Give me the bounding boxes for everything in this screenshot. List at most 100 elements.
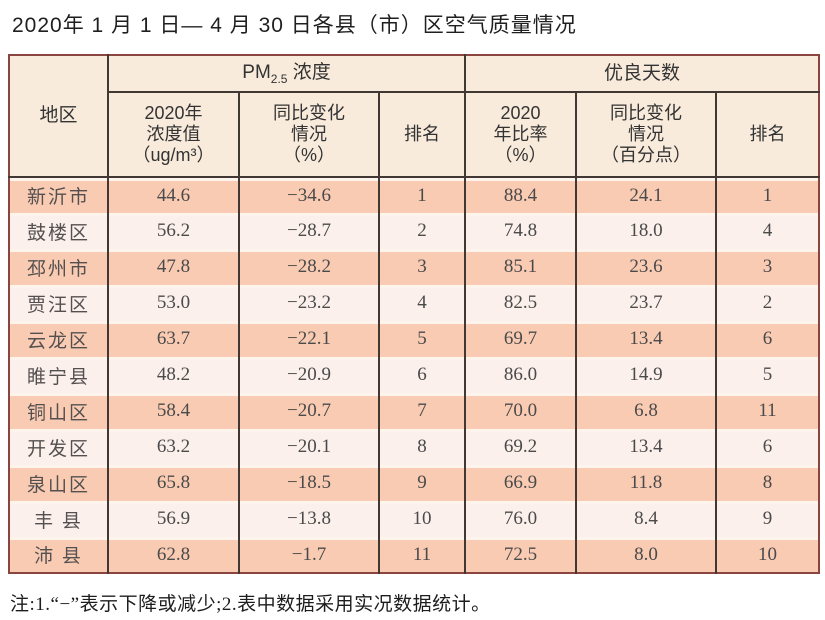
value-cell: 13.4 (576, 321, 717, 358)
value-cell: 7 (379, 393, 466, 430)
value-cell: 6 (379, 357, 466, 394)
pm25-suffix: 浓度 (287, 61, 331, 83)
value-cell: 2 (379, 213, 466, 250)
value-cell: 3 (379, 249, 466, 286)
value-cell: 63.7 (108, 321, 240, 358)
column-header-pm-rank: 排名 (379, 92, 466, 179)
region-cell: 沛 县 (9, 537, 109, 574)
region-cell: 睢宁县 (9, 357, 109, 394)
value-cell: 66.9 (465, 465, 577, 502)
column-group-good-days: 优良天数 (465, 55, 820, 94)
value-cell: 11 (379, 537, 466, 574)
region-cell: 泉山区 (9, 465, 109, 502)
value-cell: 8 (716, 465, 820, 502)
value-cell: 69.2 (465, 429, 577, 466)
value-cell: 82.5 (465, 285, 577, 322)
region-cell: 邳州市 (9, 249, 109, 286)
value-cell: 24.1 (576, 177, 717, 214)
column-group-pm25: PM2.5 浓度 (108, 55, 466, 94)
value-cell: 63.2 (108, 429, 240, 466)
table-row: 新沂市 44.6 −34.6 1 88.4 24.1 1 (9, 177, 820, 214)
value-cell: 18.0 (576, 213, 717, 250)
value-cell: 86.0 (465, 357, 577, 394)
column-header-good-change: 同比变化 情况 （百分点） (576, 92, 717, 179)
region-cell: 贾汪区 (9, 285, 109, 322)
value-cell: 72.5 (465, 537, 577, 574)
value-cell: −20.7 (239, 393, 380, 430)
value-cell: 5 (379, 321, 466, 358)
value-cell: 70.0 (465, 393, 577, 430)
value-cell: 9 (379, 465, 466, 502)
value-cell: −28.2 (239, 249, 380, 286)
value-cell: 5 (716, 357, 820, 394)
region-cell: 丰 县 (9, 501, 109, 538)
column-header-pm-value: 2020年 浓度值 （ug/m³） (108, 92, 240, 179)
value-cell: 1 (716, 177, 820, 214)
value-cell: 2 (716, 285, 820, 322)
air-quality-table: 地区 PM2.5 浓度 优良天数 2020年 浓度值 （ug/m³） 同比变化 … (8, 54, 821, 575)
value-cell: 8 (379, 429, 466, 466)
value-cell: 88.4 (465, 177, 577, 214)
value-cell: −20.9 (239, 357, 380, 394)
column-header-pm-change: 同比变化 情况 （%） (239, 92, 380, 179)
value-cell: 9 (716, 501, 820, 538)
column-header-region: 地区 (9, 55, 109, 179)
value-cell: 4 (379, 285, 466, 322)
header-sub-row: 2020年 浓度值 （ug/m³） 同比变化 情况 （%） 排名 2020 年比… (9, 92, 820, 179)
value-cell: 48.2 (108, 357, 240, 394)
value-cell: −20.1 (239, 429, 380, 466)
table-row: 睢宁县 48.2 −20.9 6 86.0 14.9 5 (9, 357, 820, 394)
value-cell: 4 (716, 213, 820, 250)
value-cell: −18.5 (239, 465, 380, 502)
value-cell: 65.8 (108, 465, 240, 502)
pm25-prefix: PM (242, 61, 271, 83)
value-cell: 56.9 (108, 501, 240, 538)
value-cell: −1.7 (239, 537, 380, 574)
table-row: 开发区 63.2 −20.1 8 69.2 13.4 6 (9, 429, 820, 466)
value-cell: 76.0 (465, 501, 577, 538)
value-cell: 8.4 (576, 501, 717, 538)
footnote: 注:1.“−”表示下降或减少;2.表中数据采用实况数据统计。 (10, 594, 491, 616)
value-cell: 23.7 (576, 285, 717, 322)
value-cell: −28.7 (239, 213, 380, 250)
value-cell: 85.1 (465, 249, 577, 286)
value-cell: 10 (379, 501, 466, 538)
value-cell: 74.8 (465, 213, 577, 250)
value-cell: 23.6 (576, 249, 717, 286)
value-cell: 69.7 (465, 321, 577, 358)
region-cell: 开发区 (9, 429, 109, 466)
value-cell: 10 (716, 537, 820, 574)
column-header-good-ratio: 2020 年比率 （%） (465, 92, 577, 179)
table-row: 丰 县 56.9 −13.8 10 76.0 8.4 9 (9, 501, 820, 538)
table-row: 云龙区 63.7 −22.1 5 69.7 13.4 6 (9, 321, 820, 358)
value-cell: 6 (716, 321, 820, 358)
value-cell: 53.0 (108, 285, 240, 322)
value-cell: 44.6 (108, 177, 240, 214)
value-cell: −34.6 (239, 177, 380, 214)
value-cell: 6.8 (576, 393, 717, 430)
value-cell: 13.4 (576, 429, 717, 466)
column-header-good-rank: 排名 (716, 92, 820, 179)
value-cell: 58.4 (108, 393, 240, 430)
value-cell: 1 (379, 177, 466, 214)
region-cell: 鼓楼区 (9, 213, 109, 250)
value-cell: 11 (716, 393, 820, 430)
value-cell: −13.8 (239, 501, 380, 538)
table-header: 地区 PM2.5 浓度 优良天数 2020年 浓度值 （ug/m³） 同比变化 … (9, 55, 820, 179)
value-cell: 14.9 (576, 357, 717, 394)
pm25-subscript: 2.5 (270, 71, 288, 86)
table-row: 铜山区 58.4 −20.7 7 70.0 6.8 11 (9, 393, 820, 430)
header-group-row: 地区 PM2.5 浓度 优良天数 (9, 55, 820, 179)
table-row: 鼓楼区 56.2 −28.7 2 74.8 18.0 4 (9, 213, 820, 250)
table-row: 贾汪区 53.0 −23.2 4 82.5 23.7 2 (9, 285, 820, 322)
region-cell: 新沂市 (9, 177, 109, 214)
value-cell: 3 (716, 249, 820, 286)
value-cell: 6 (716, 429, 820, 466)
table-row: 邳州市 47.8 −28.2 3 85.1 23.6 3 (9, 249, 820, 286)
value-cell: 47.8 (108, 249, 240, 286)
value-cell: 62.8 (108, 537, 240, 574)
table-body: 新沂市 44.6 −34.6 1 88.4 24.1 1 鼓楼区 56.2 −28.7 2 74.8 1… (9, 177, 820, 574)
value-cell: 8.0 (576, 537, 717, 574)
table-row: 沛 县 62.8 −1.7 11 72.5 8.0 10 (9, 537, 820, 574)
